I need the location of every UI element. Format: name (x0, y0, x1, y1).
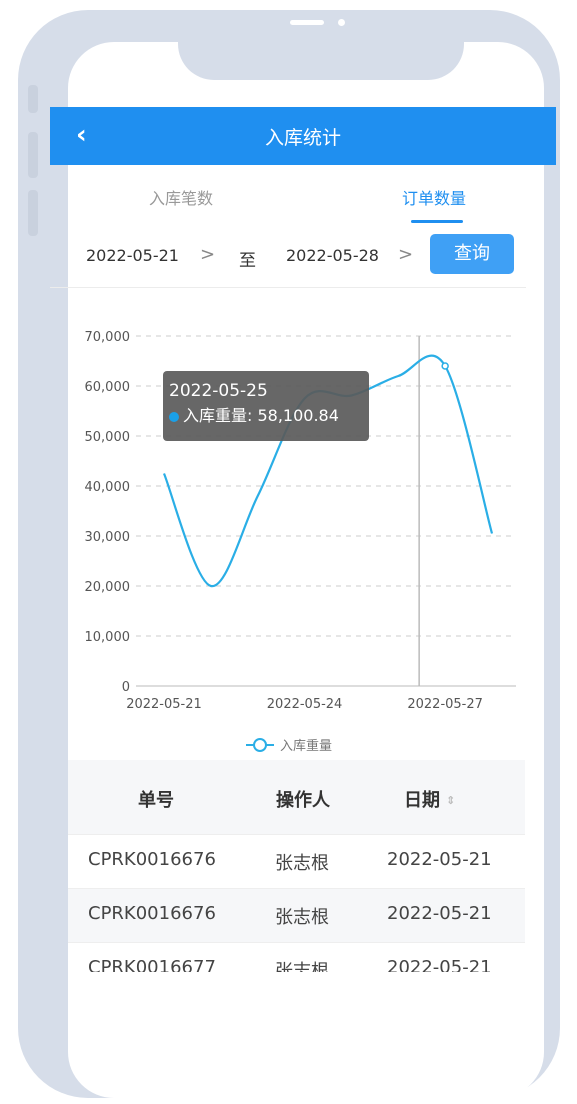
y-tick-label: 30,000 (85, 530, 131, 545)
tooltip-value: 入库重量: 58,100.84 (183, 406, 339, 425)
table-row[interactable]: CPRK0016676 张志根 2022-05-21 (68, 834, 525, 888)
phone-volume-down-button (28, 190, 38, 236)
table-row[interactable]: CPRK0016676 张志根 2022-05-21 (68, 888, 525, 942)
active-tab-indicator (411, 220, 463, 223)
phone-speaker (290, 20, 324, 25)
end-date-picker[interactable]: 2022-05-28 (286, 246, 379, 265)
cell-date: 2022-05-21 (387, 957, 492, 972)
query-button[interactable]: 查询 (430, 234, 514, 274)
cell-order-no: CPRK0016676 (88, 849, 216, 870)
chevron-left-icon: ‹ (76, 120, 87, 150)
phone-volume-up-button (28, 132, 38, 178)
y-tick-label: 10,000 (85, 630, 131, 645)
x-tick-label: 2022-05-27 (407, 697, 483, 712)
date-range-filter: 2022-05-21 > 至 2022-05-28 > 查询 (50, 228, 526, 288)
line-chart: 0 10,000 20,000 30,000 40,000 50,000 60,000 70,… (50, 300, 526, 760)
cell-order-no: CPRK0016677 (88, 957, 216, 972)
y-tick-label: 60,000 (85, 380, 131, 395)
inbound-table: 单号 操作人 日期 ⇕ CPRK0016676 张志根 2022-05-21 CP… (68, 760, 525, 972)
data-point (441, 362, 449, 370)
chevron-right-icon[interactable]: > (398, 244, 414, 265)
column-header-date[interactable]: 日期 ⇕ (404, 786, 455, 812)
legend-label: 入库重量 (280, 738, 332, 754)
table-header: 单号 操作人 日期 ⇕ (68, 760, 525, 834)
tooltip-date: 2022-05-25 (169, 381, 268, 401)
y-tick-label: 20,000 (85, 580, 131, 595)
y-tick-label: 0 (122, 680, 130, 695)
date-separator: 至 (239, 251, 256, 271)
y-tick-label: 50,000 (85, 430, 131, 445)
sort-icon[interactable]: ⇕ (446, 794, 456, 807)
tab-inbound-count[interactable]: 入库笔数 (149, 189, 214, 208)
page-title: 入库统计 (264, 127, 341, 149)
tab-bar: 入库笔数 订单数量 (50, 165, 556, 225)
tab-order-quantity[interactable]: 订单数量 (402, 189, 467, 208)
column-header-operator: 操作人 (276, 790, 330, 811)
chevron-right-icon[interactable]: > (200, 244, 216, 265)
cell-operator: 张志根 (275, 907, 329, 928)
phone-notch (178, 20, 464, 80)
phone-camera (338, 19, 345, 26)
phone-mute-button (28, 85, 38, 113)
y-tick-label: 40,000 (85, 480, 131, 495)
cell-date: 2022-05-21 (387, 849, 492, 870)
app-header: ‹ 入库统计 (50, 107, 556, 165)
cell-operator: 张志根 (275, 961, 329, 972)
legend-marker (253, 738, 267, 752)
x-tick-label: 2022-05-21 (126, 697, 202, 712)
cell-order-no: CPRK0016676 (88, 903, 216, 924)
y-tick-label: 70,000 (85, 330, 131, 345)
table-row[interactable]: CPRK0016677 张志根 2022-05-21 (68, 942, 525, 972)
start-date-picker[interactable]: 2022-05-21 (86, 246, 179, 265)
column-header-date-label: 日期 (404, 790, 440, 811)
cell-date: 2022-05-21 (387, 903, 492, 924)
line-chart-svg: 0 10,000 20,000 30,000 40,000 50,000 60,000 70,… (85, 330, 516, 754)
column-header-order-no: 单号 (138, 790, 174, 811)
series-color-dot (169, 411, 179, 422)
back-button[interactable]: ‹ (76, 121, 87, 149)
x-tick-label: 2022-05-24 (267, 697, 343, 712)
cell-operator: 张志根 (275, 853, 329, 874)
chart-tooltip: 2022-05-25 入库重量: 58,100.84 (163, 371, 369, 441)
